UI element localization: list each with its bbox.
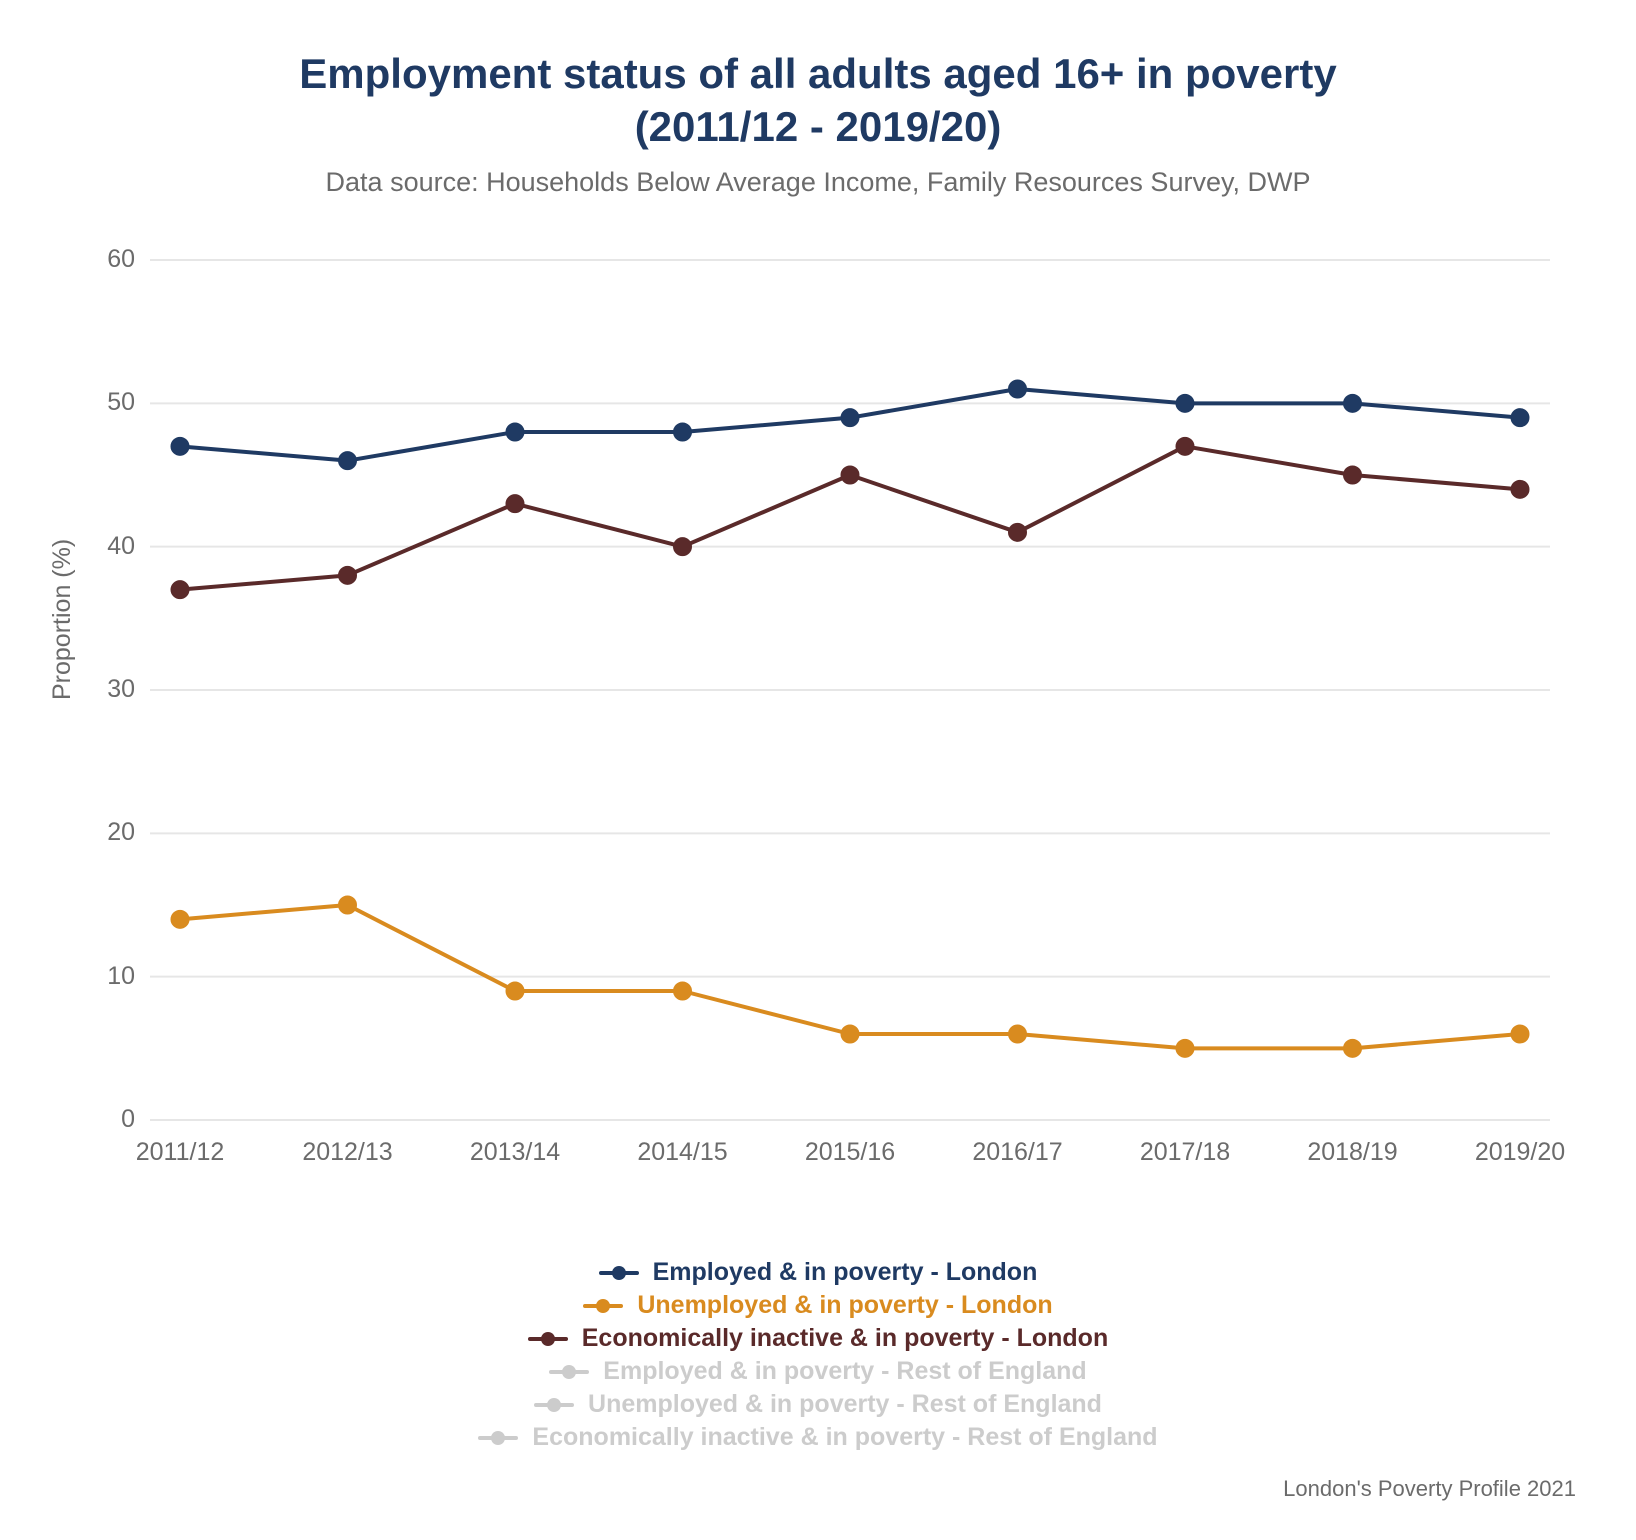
chart-container: Employment status of all adults aged 16+… — [0, 0, 1636, 1540]
chart-title-line1: Employment status of all adults aged 16+… — [299, 50, 1336, 97]
x-tick-label: 2019/20 — [1475, 1138, 1565, 1167]
y-tick-label: 20 — [75, 818, 135, 847]
y-tick-label: 40 — [75, 532, 135, 561]
legend-item[interactable]: Economically inactive & in poverty - Res… — [478, 1423, 1157, 1452]
y-tick-label: 10 — [75, 962, 135, 991]
legend-swatch — [528, 1330, 568, 1348]
plot-area — [150, 250, 1550, 1180]
x-tick-label: 2012/13 — [302, 1138, 392, 1167]
legend-swatch — [549, 1363, 589, 1381]
x-tick-label: 2017/18 — [1140, 1138, 1230, 1167]
chart-svg — [150, 250, 1550, 1180]
x-tick-label: 2015/16 — [805, 1138, 895, 1167]
legend-swatch — [534, 1396, 574, 1414]
y-tick-label: 30 — [75, 675, 135, 704]
legend-swatch — [583, 1297, 623, 1315]
legend: Employed & in poverty - London Unemployed… — [0, 1258, 1636, 1452]
legend-label: Economically inactive & in poverty - Res… — [532, 1423, 1157, 1452]
legend-label: Unemployed & in poverty - Rest of Englan… — [588, 1390, 1102, 1419]
legend-swatch — [478, 1429, 518, 1447]
legend-label: Employed & in poverty - Rest of England — [603, 1357, 1086, 1386]
chart-title: Employment status of all adults aged 16+… — [0, 0, 1636, 153]
y-axis-label: Proportion (%) — [48, 539, 77, 700]
y-tick-label: 60 — [75, 245, 135, 274]
legend-label: Unemployed & in poverty - London — [637, 1291, 1052, 1320]
legend-label: Economically inactive & in poverty - Lon… — [582, 1324, 1108, 1353]
y-tick-label: 0 — [75, 1105, 135, 1134]
x-tick-label: 2014/15 — [637, 1138, 727, 1167]
x-tick-label: 2011/12 — [136, 1138, 225, 1167]
legend-swatch — [599, 1264, 639, 1282]
x-tick-label: 2013/14 — [470, 1138, 560, 1167]
y-tick-label: 50 — [75, 388, 135, 417]
legend-item[interactable]: Unemployed & in poverty - Rest of Englan… — [534, 1390, 1102, 1419]
chart-title-line2: (2011/12 - 2019/20) — [635, 103, 1002, 150]
legend-item[interactable]: Employed & in poverty - Rest of England — [549, 1357, 1086, 1386]
chart-credit: London's Poverty Profile 2021 — [1283, 1476, 1576, 1502]
chart-subtitle: Data source: Households Below Average In… — [0, 167, 1636, 198]
legend-item[interactable]: Unemployed & in poverty - London — [583, 1291, 1052, 1320]
legend-item[interactable]: Economically inactive & in poverty - Lon… — [528, 1324, 1108, 1353]
x-tick-label: 2016/17 — [972, 1138, 1062, 1167]
x-tick-label: 2018/19 — [1307, 1138, 1397, 1167]
legend-label: Employed & in poverty - London — [653, 1258, 1038, 1287]
legend-item[interactable]: Employed & in poverty - London — [599, 1258, 1038, 1287]
